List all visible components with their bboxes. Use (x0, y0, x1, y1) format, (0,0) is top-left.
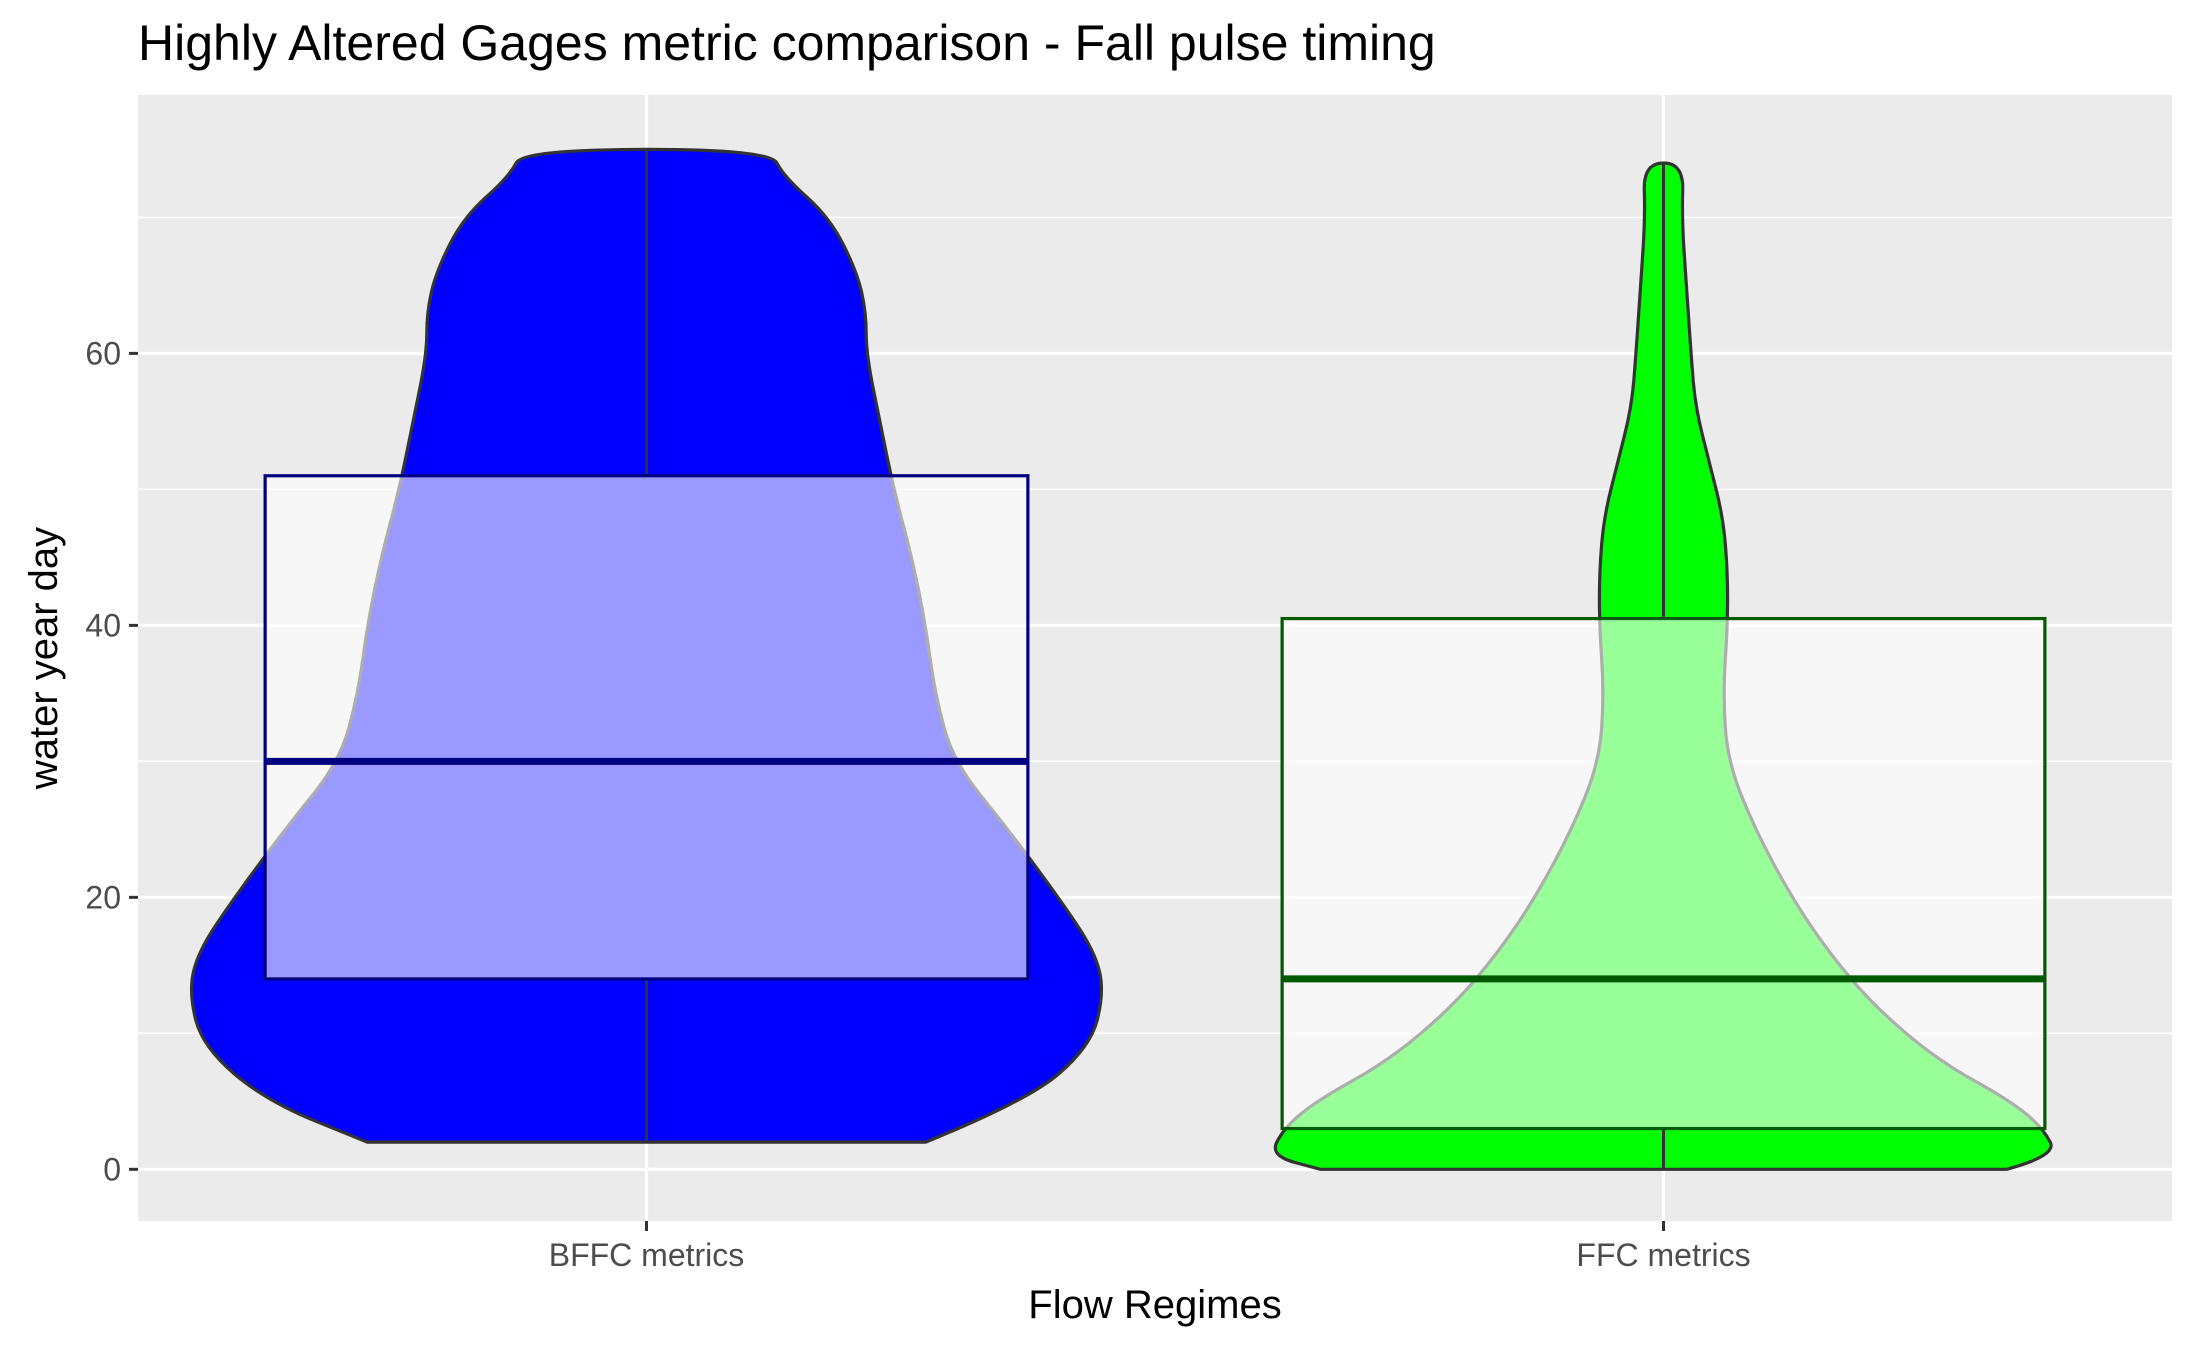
y-tick-label: 20 (85, 879, 121, 915)
x-tick-label: FFC metrics (1576, 1237, 1750, 1273)
chart-title: Highly Altered Gages metric comparison -… (138, 15, 1436, 71)
y-tick-label: 40 (85, 607, 121, 643)
boxplots (263, 149, 2047, 1170)
box-iqr (263, 474, 1030, 981)
x-axis-title: Flow Regimes (1028, 1283, 1281, 1327)
y-tick-label: 60 (85, 335, 121, 371)
x-tick-label: BFFC metrics (549, 1237, 745, 1273)
axes: 0 20 40 60 BFFC metrics FFC metrics (85, 335, 1750, 1273)
y-tick-label: 0 (103, 1151, 121, 1187)
y-axis-title: water year day (22, 527, 66, 790)
box-iqr (1280, 616, 2047, 1131)
